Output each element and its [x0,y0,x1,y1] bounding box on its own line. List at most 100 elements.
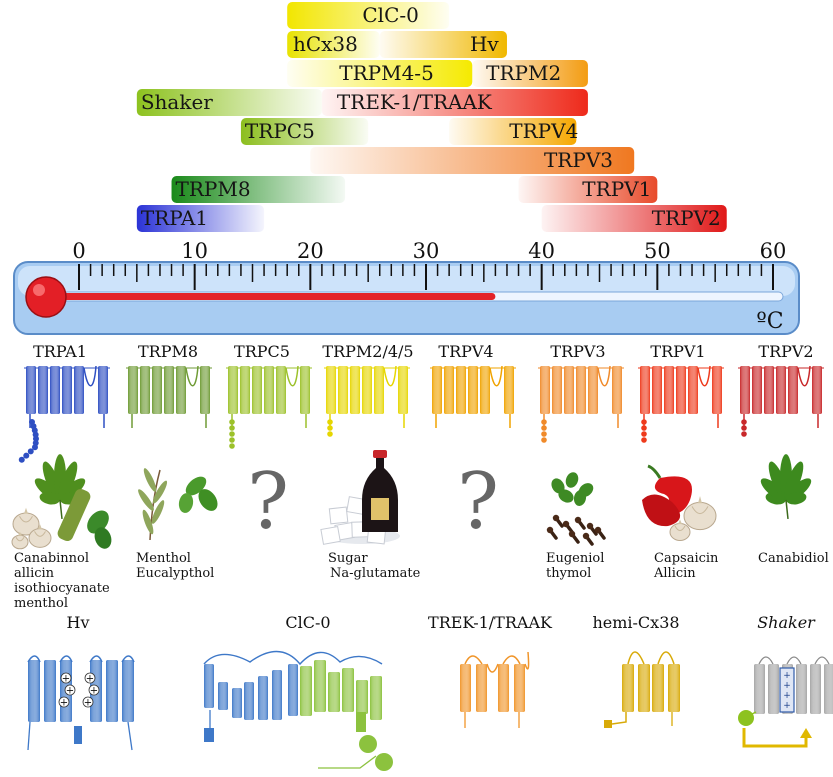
clc0-channel-diagram [203,650,393,771]
range-bar-label: TREK-1/TRAAK [337,90,493,114]
helix-shade [752,366,762,414]
helix-shade [444,366,454,414]
helix-shade [688,366,698,414]
range-bar-trpm8 [171,176,346,203]
clc0-terminus [318,755,377,769]
helix-shade [370,676,382,720]
helix-shade [342,668,354,712]
ankyrin-repeat [541,419,547,425]
helix-shade [652,366,662,414]
cannabis-leaflet [784,461,804,501]
shaker-loops [758,656,830,665]
helix-shade [244,682,254,720]
gating-charge-sign: + [62,674,70,685]
chili-pepper [654,476,692,515]
helix-shade [398,366,408,414]
agonist-label: allicin [14,566,55,581]
range-bar-trpm2 [472,60,588,87]
ankyrin-repeat [27,448,34,455]
garlic-tip [678,519,682,524]
clove-head [552,514,560,522]
helix-shade [350,366,360,414]
hv-loops [27,655,135,663]
thermometer-tick-label: 0 [72,239,85,263]
garlic-icon [683,496,717,531]
leaf-stem [59,499,63,519]
agonist-label: menthol [14,596,68,611]
leaf-stem [785,499,789,519]
ankyrin-repeat [541,425,547,431]
wasabi-root [57,489,91,541]
helix-shade [480,366,490,414]
thermometer-highlight [18,266,795,296]
eucalyptus-mint-icon [138,468,218,541]
ankyrin-repeat [229,431,235,437]
helix-shade [62,366,72,414]
clove-head [546,526,554,534]
range-bar-label: Hv [470,32,499,56]
eucalyptus-leaf [143,468,157,492]
agonist-label: Eucalypthol [136,566,214,581]
trp-channel-label: TRPC5 [234,342,290,361]
clove-head [562,520,570,528]
trp-channel-label: TRPV1 [650,342,705,361]
range-bar-trpc5 [240,118,369,145]
helix-shade [664,366,674,414]
ankyrin-repeat [23,452,30,459]
helix-shade [314,660,326,712]
arrow-head-icon [800,728,812,738]
other-thermosensitive-channels: Hv ClC-0 TREK-1/TRAAK hemi-Cx38 Shaker++++++… [27,613,833,771]
gating-charge-sign: + [86,674,94,685]
other-channel-label: hemi-Cx38 [592,613,679,632]
gating-charge-sign: + [783,701,791,711]
helix-shade [668,664,680,712]
helix-shade [218,682,228,710]
garlic-bulb [683,501,717,531]
thyme-leaf [565,472,579,488]
range-bar-label: ClC-0 [362,3,418,27]
temperature-unit: ºC [756,309,783,334]
eucalyptus-leaf [142,509,154,535]
pore-loop [489,365,503,387]
pore-loop [285,365,299,387]
helix-shade [106,660,118,722]
question-mark-icon: ? [457,457,499,547]
agonist-label: Allicin [653,566,696,581]
clove-head [574,516,582,524]
thermometer-tick-label: 40 [528,239,555,263]
helix-shade [240,366,250,414]
trp-channel-label: TRPA1 [33,342,87,361]
question-mark-icon: ? [247,457,289,547]
hv-terminus [127,721,133,751]
gating-charge-sign: + [90,686,98,697]
clove-head [582,532,590,540]
helix-shade [476,664,487,712]
garlic-tip [24,507,28,514]
helix-shade [122,660,134,722]
agonist-label: Menthol [136,551,191,566]
range-bar-label: TRPM8 [176,177,251,201]
thyme-leaf [558,489,574,503]
garlic-clove-line [15,536,25,542]
agonist-images: ? ? Canabinnolallicinisothiocyanatementhol… [11,450,829,611]
range-bar-label: TRPM2 [486,61,561,85]
garlic-bulb [669,523,691,541]
sugar-cube [328,506,349,525]
cannabis-leaf-icon [34,454,86,519]
helix-shade [300,666,312,716]
gating-charge [58,696,70,708]
ankyrin-repeat [31,444,38,451]
sugar-soy-sauce-icon [320,450,400,545]
range-bar-trek-1-traak [321,89,588,116]
helix-shade [252,366,262,414]
helix-shade [258,676,268,720]
range-bar-label: hCx38 [293,32,358,56]
sugar-cube [320,525,341,545]
helix-shade [588,366,598,414]
other-channel-label: TREK-1/TRAAK [428,613,553,632]
agonist-label: Canabidiol [758,551,829,566]
helix-shade [176,366,186,414]
mercury-column [50,293,496,300]
